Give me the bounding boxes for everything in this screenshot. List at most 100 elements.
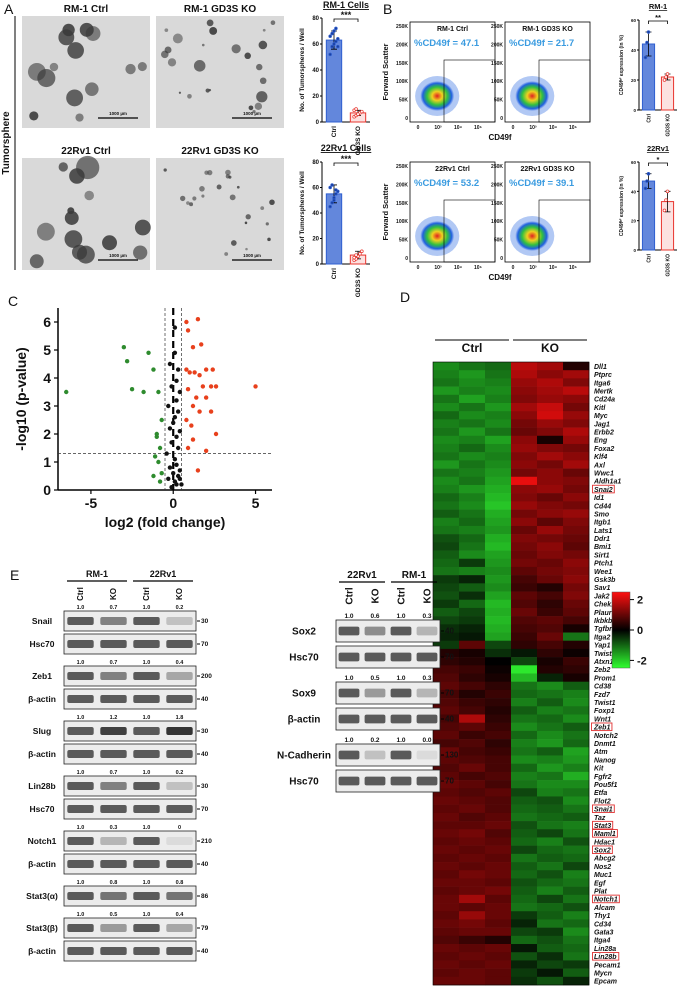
heatmap-cell xyxy=(537,862,564,871)
heatmap-cell xyxy=(537,525,564,535)
data-point xyxy=(203,395,209,400)
sphere xyxy=(229,194,236,201)
y-tick-label: 250K xyxy=(491,164,503,170)
heatmap-cell xyxy=(563,771,590,781)
band xyxy=(100,860,127,868)
heatmap-cell xyxy=(485,558,512,568)
data-point xyxy=(171,420,176,425)
x-tick-label: GD3S KO xyxy=(666,254,672,277)
heatmap-cell xyxy=(459,624,486,633)
data-point xyxy=(203,448,209,453)
heatmap-cell xyxy=(459,771,486,781)
band xyxy=(133,727,160,735)
heatmap-cell xyxy=(433,591,460,601)
protein-label: Hsc70 xyxy=(29,639,54,649)
gene-label: Ikbkb xyxy=(594,618,613,625)
heatmap-cell xyxy=(537,370,564,379)
heatmap-cell xyxy=(485,780,512,789)
heatmap-cell xyxy=(563,673,590,682)
heatmap-cell xyxy=(433,878,460,887)
heatmap-cell xyxy=(433,517,460,527)
heatmap-cell xyxy=(563,960,590,969)
lane-label: Ctrl xyxy=(142,587,151,601)
x-tick-label: Ctrl xyxy=(331,126,338,137)
sphere xyxy=(58,162,68,172)
band xyxy=(364,750,386,760)
data-point xyxy=(174,434,179,439)
scale-label: 1000 µm xyxy=(243,253,261,258)
data-point xyxy=(662,78,667,82)
heatmap-cell xyxy=(433,722,460,732)
marker-label: 30 xyxy=(201,618,209,625)
band xyxy=(100,805,127,813)
heatmap-cell xyxy=(433,935,460,945)
sphere xyxy=(62,23,75,37)
heatmap-cell xyxy=(433,501,460,510)
heatmap-cell xyxy=(459,525,486,535)
data-point xyxy=(185,445,191,451)
heatmap-cell xyxy=(433,911,460,920)
heatmap-cell xyxy=(485,903,512,912)
quant-label: 0.6 xyxy=(370,613,379,620)
quant-label: 1.0 xyxy=(143,825,151,831)
heatmap-cell xyxy=(537,796,564,805)
lane-label: KO xyxy=(370,588,381,603)
band xyxy=(133,640,160,648)
data-point xyxy=(328,52,332,57)
heatmap-cell xyxy=(511,763,538,773)
heatmap-cell xyxy=(537,935,564,945)
blot-strip xyxy=(63,610,197,632)
lane-label: Ctrl xyxy=(396,587,407,604)
heatmap-cell xyxy=(563,968,590,978)
heatmap-cell xyxy=(511,542,538,551)
y-tick-label: 4 xyxy=(43,370,51,386)
y-tick-label: 80 xyxy=(312,16,319,22)
data-point xyxy=(336,44,340,49)
heatmap-cell xyxy=(485,362,512,371)
group-label: 22Rv1 xyxy=(347,570,377,581)
band xyxy=(416,652,438,662)
band xyxy=(100,695,127,703)
heatmap-cell xyxy=(459,517,486,527)
heatmap-cell xyxy=(433,862,460,871)
heatmap-cell xyxy=(433,771,460,781)
sphere xyxy=(256,63,263,71)
data-point xyxy=(184,367,189,372)
heatmap-cell xyxy=(563,976,590,986)
x-tick-label: GD3S KO xyxy=(355,126,362,155)
sphere xyxy=(85,82,99,96)
heatmap-cell xyxy=(485,468,512,478)
sphere xyxy=(245,247,248,251)
heatmap-cell xyxy=(485,394,512,404)
data-point xyxy=(194,395,199,400)
protein-label: N-Cadherin xyxy=(277,750,331,761)
gene-label: Thy1 xyxy=(594,913,610,920)
data-point xyxy=(665,189,670,194)
gene-label: Hdac1 xyxy=(594,839,615,846)
sphere xyxy=(244,52,251,60)
heatmap-cell xyxy=(511,935,538,945)
heatmap-cell xyxy=(563,443,590,453)
band xyxy=(67,947,94,955)
heatmap-cell xyxy=(459,862,486,871)
protein-label: Stat3(α) xyxy=(26,891,58,901)
band xyxy=(364,688,386,698)
band xyxy=(67,892,94,900)
heatmap-cell xyxy=(537,788,564,797)
heatmap-cell xyxy=(511,419,538,428)
heatmap-cell xyxy=(485,370,512,379)
heatmap-cell xyxy=(511,509,538,519)
sphere xyxy=(236,185,240,189)
sphere xyxy=(167,58,177,67)
band xyxy=(133,837,160,845)
heatmap-cell xyxy=(433,452,460,461)
heatmap-cell xyxy=(433,829,460,838)
y-tick-label: 150K xyxy=(491,61,503,67)
heatmap-cell xyxy=(485,534,512,543)
heatmap-cell xyxy=(485,517,512,527)
band xyxy=(166,837,193,845)
scale-label: 1000 µm xyxy=(243,111,261,116)
image-label: 22Rv1 GD3S KO xyxy=(181,146,258,157)
quant-label: 0.4 xyxy=(176,660,185,666)
bar xyxy=(660,76,675,111)
